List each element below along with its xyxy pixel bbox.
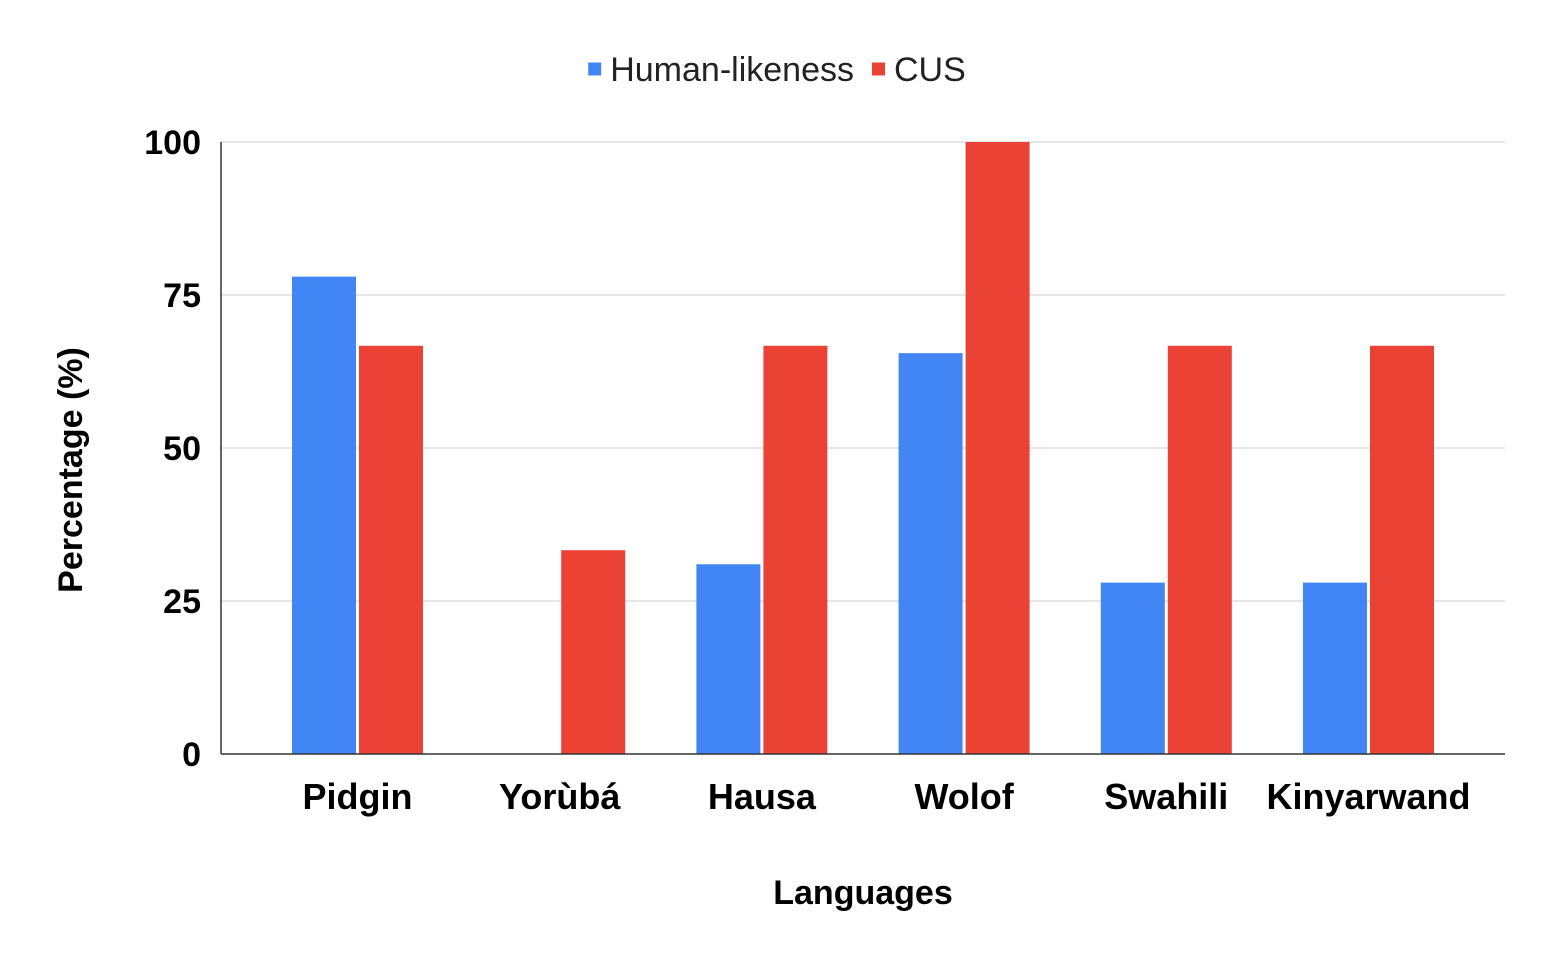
x-tick-label: Wolof (914, 776, 1014, 817)
legend-label: CUS (894, 51, 966, 89)
legend-item-cus: CUS (871, 51, 966, 89)
bar-human-likeness-4 (1100, 582, 1165, 754)
bar-cus-4 (1167, 345, 1232, 754)
x-tick-label: Kinyarwand (1266, 776, 1470, 817)
y-tick-label: 100 (144, 124, 201, 162)
legend: Human-likeness CUS (588, 51, 966, 89)
bar-human-likeness-5 (1303, 582, 1367, 754)
bar-cus-0 (359, 345, 423, 754)
x-axis-title: Languages (773, 874, 952, 912)
x-tick-label: Yorùbá (499, 776, 621, 817)
bars (292, 142, 1434, 754)
x-tick-label: Hausa (708, 776, 817, 817)
bar-human-likeness-0 (292, 276, 356, 754)
y-tick-label: 25 (163, 583, 201, 621)
bar-cus-1 (561, 550, 626, 754)
bar-cus-2 (763, 345, 828, 754)
bar-cus-3 (965, 142, 1030, 754)
legend-swatch (871, 62, 885, 76)
legend-swatch (588, 62, 602, 76)
axes (220, 142, 1505, 755)
y-tick-labels: 0 25 50 75 100 (144, 124, 201, 774)
y-tick-label: 75 (163, 277, 201, 315)
x-tick-labels: Pidgin Yorùbá Hausa Wolof Swahili Kinyarwand (303, 776, 1471, 817)
y-axis-title: Percentage (%) (52, 347, 90, 593)
gridlines (221, 141, 1505, 602)
legend-label: Human-likeness (610, 51, 854, 89)
x-tick-label: Swahili (1104, 776, 1228, 817)
legend-item-human-likeness: Human-likeness (588, 51, 854, 89)
bar-cus-5 (1370, 345, 1434, 754)
y-tick-label: 0 (182, 736, 201, 774)
bar-human-likeness-2 (696, 564, 761, 754)
y-tick-label: 50 (163, 430, 201, 468)
bar-human-likeness-3 (898, 353, 963, 754)
x-tick-label: Pidgin (303, 776, 413, 817)
